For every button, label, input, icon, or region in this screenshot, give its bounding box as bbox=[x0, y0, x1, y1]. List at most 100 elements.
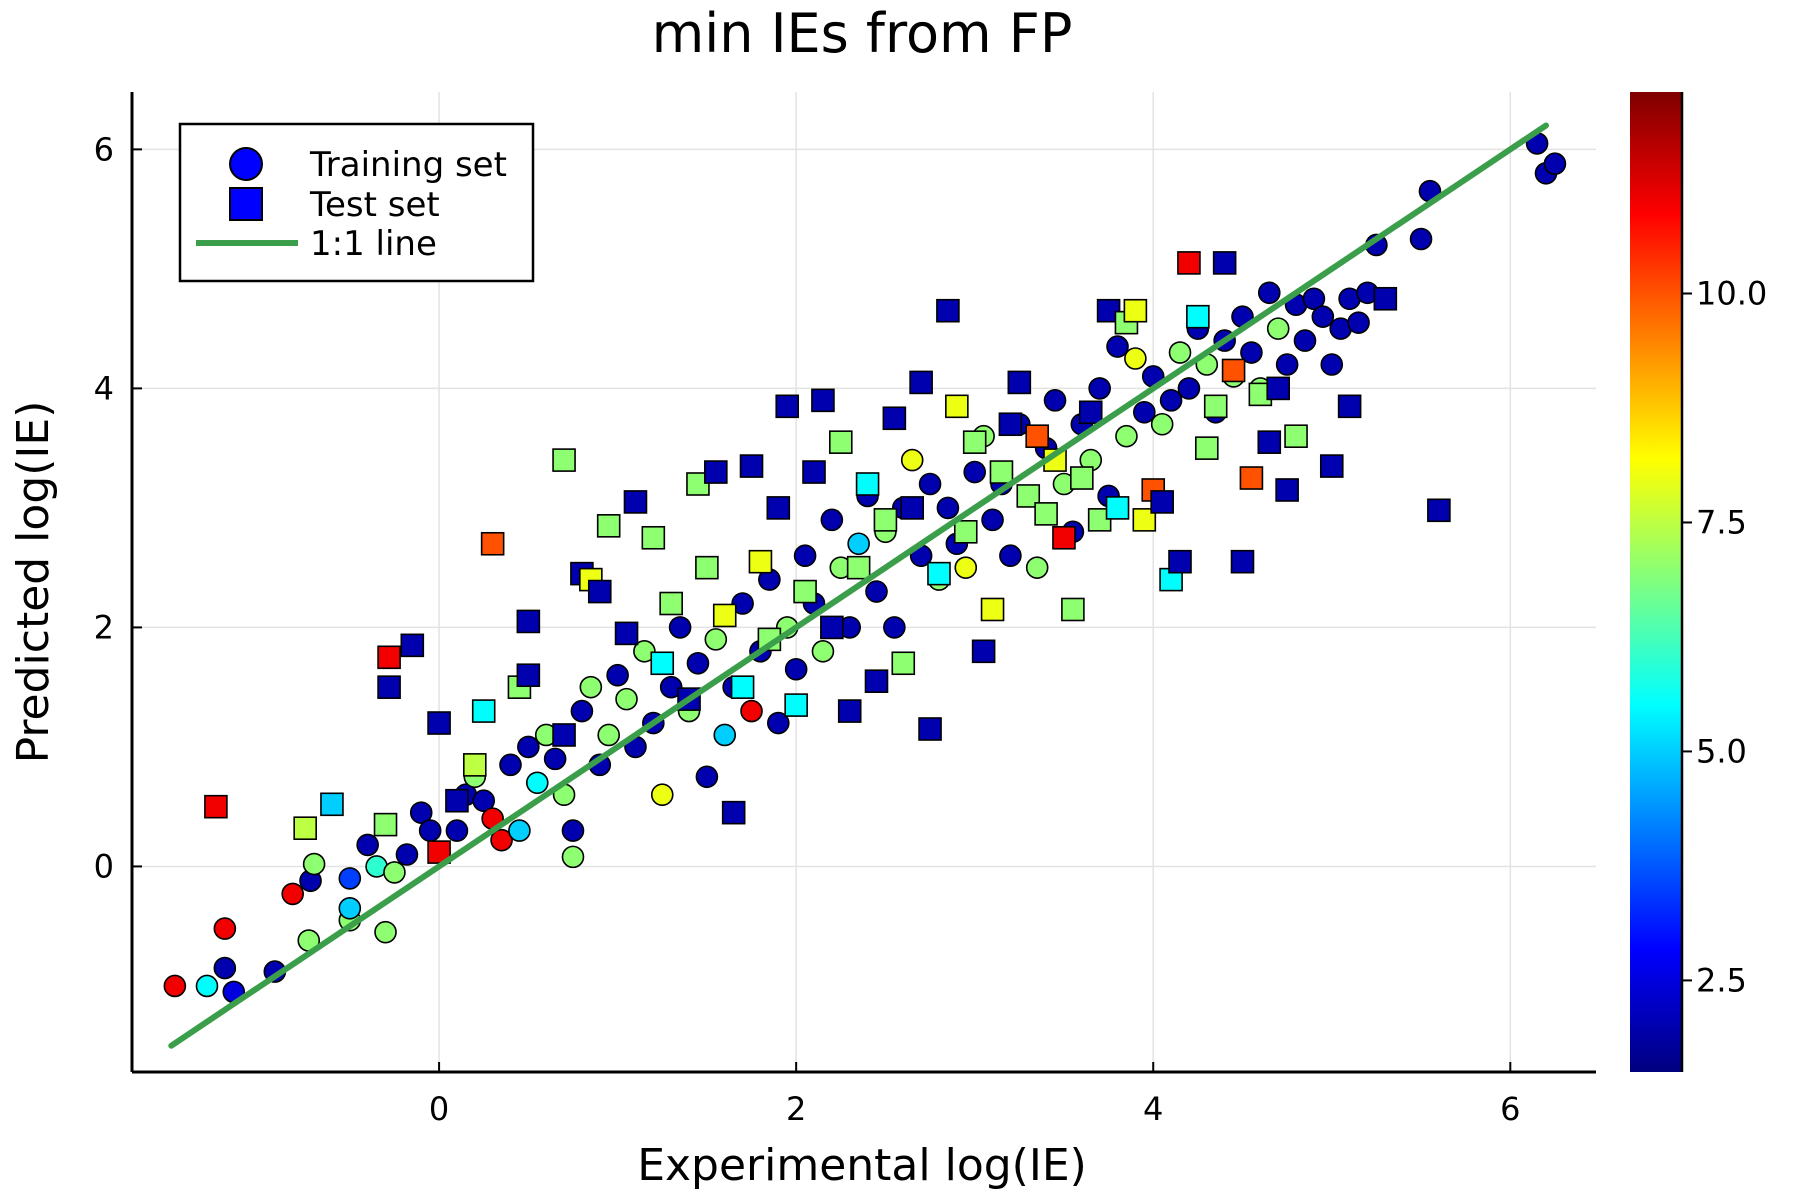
training-point bbox=[579, 675, 603, 699]
training-point bbox=[1150, 412, 1174, 436]
legend-test-label: Test set bbox=[309, 185, 440, 225]
test-point bbox=[1203, 394, 1228, 419]
training-point bbox=[508, 819, 531, 842]
training-point bbox=[445, 819, 469, 842]
y-axis-label: Predicted log(IE) bbox=[8, 401, 59, 764]
test-point bbox=[766, 496, 791, 520]
identity-line-group bbox=[168, 122, 1550, 1049]
training-point bbox=[1043, 389, 1067, 412]
training-point bbox=[213, 956, 237, 980]
x-tick-label: 6 bbox=[1500, 1090, 1520, 1128]
legend-line-label: 1:1 line bbox=[310, 224, 437, 264]
training-point bbox=[1543, 152, 1567, 176]
training-point bbox=[195, 974, 219, 998]
test-point bbox=[1052, 525, 1076, 550]
test-point bbox=[686, 472, 710, 496]
training-point bbox=[633, 640, 656, 663]
training-point bbox=[606, 663, 629, 687]
test-point bbox=[1230, 549, 1255, 574]
test-point bbox=[1319, 454, 1344, 478]
test-point bbox=[971, 639, 996, 664]
test-point bbox=[909, 370, 933, 395]
test-point bbox=[293, 816, 317, 840]
colorbar-tick-label: 5.0 bbox=[1696, 732, 1747, 770]
training-point bbox=[615, 687, 638, 711]
test-point bbox=[1025, 424, 1049, 448]
test-point bbox=[373, 812, 398, 837]
test-point bbox=[1212, 251, 1237, 275]
colorbar-tick-label: 7.5 bbox=[1696, 503, 1747, 541]
test-point bbox=[918, 717, 942, 741]
training-point bbox=[1409, 227, 1433, 251]
training-point bbox=[1159, 389, 1183, 412]
test-point bbox=[1257, 430, 1282, 454]
training-point bbox=[1347, 311, 1370, 334]
test-point bbox=[1150, 490, 1174, 514]
training-point bbox=[1115, 424, 1138, 448]
test-point bbox=[1221, 358, 1246, 383]
training-point bbox=[704, 628, 728, 651]
test-point bbox=[1194, 436, 1219, 460]
test-point bbox=[1007, 370, 1032, 395]
test-point bbox=[1016, 484, 1041, 508]
training-point bbox=[525, 771, 549, 795]
colorbar-tick-label: 2.5 bbox=[1696, 961, 1747, 999]
test-point bbox=[587, 579, 612, 604]
test-point bbox=[882, 406, 907, 431]
training-point bbox=[356, 833, 379, 857]
training-point bbox=[865, 580, 888, 603]
y-ticks: 0 2 4 6 bbox=[94, 130, 142, 885]
test-point bbox=[962, 430, 987, 454]
legend-training-label: Training set bbox=[309, 145, 507, 185]
test-point bbox=[1087, 508, 1112, 532]
training-point bbox=[1275, 353, 1299, 376]
training-point bbox=[668, 616, 692, 639]
training-point bbox=[1177, 377, 1201, 400]
x-ticks: 0 2 4 6 bbox=[429, 1062, 1520, 1128]
test-point bbox=[998, 412, 1023, 437]
test-point bbox=[1337, 394, 1362, 419]
test-point bbox=[462, 753, 487, 777]
test-point bbox=[650, 651, 675, 676]
training-point bbox=[517, 735, 540, 759]
training-point bbox=[1266, 317, 1290, 340]
training-point bbox=[936, 496, 960, 520]
training-point bbox=[981, 508, 1004, 532]
training-point bbox=[281, 882, 304, 906]
test-point bbox=[445, 788, 469, 813]
y-tick-label: 4 bbox=[94, 369, 114, 407]
test-point bbox=[1168, 549, 1192, 574]
test-point bbox=[659, 591, 683, 616]
training-point bbox=[1240, 341, 1263, 364]
training-point bbox=[650, 783, 674, 807]
test-point bbox=[480, 531, 505, 556]
training-point bbox=[883, 616, 906, 639]
training-point bbox=[999, 544, 1022, 568]
colorbar-gradient bbox=[1630, 92, 1682, 1072]
colorbar-ticks: 2.5 5.0 7.5 10.0 bbox=[1682, 274, 1767, 999]
training-point bbox=[695, 765, 719, 789]
test-point bbox=[989, 460, 1014, 484]
training-point bbox=[784, 657, 808, 681]
chart-title: min IEs from FP bbox=[652, 2, 1073, 65]
training-point bbox=[338, 867, 362, 890]
training-point bbox=[767, 711, 790, 735]
training-point bbox=[740, 699, 763, 723]
training-point bbox=[659, 675, 683, 699]
training-point bbox=[1302, 287, 1326, 311]
x-axis-label: Experimental log(IE) bbox=[637, 1140, 1087, 1191]
test-point bbox=[980, 597, 1005, 622]
test-point bbox=[695, 555, 719, 580]
test-point bbox=[516, 663, 541, 688]
test-point bbox=[1096, 298, 1121, 323]
test-point bbox=[1078, 400, 1103, 425]
test-point bbox=[837, 699, 862, 723]
test-point bbox=[204, 794, 228, 819]
legend-training-marker bbox=[229, 147, 263, 181]
test-point bbox=[730, 675, 755, 699]
test-point bbox=[1177, 251, 1201, 275]
test-point bbox=[1284, 424, 1308, 448]
training-point bbox=[954, 556, 978, 579]
training-point bbox=[395, 843, 419, 866]
